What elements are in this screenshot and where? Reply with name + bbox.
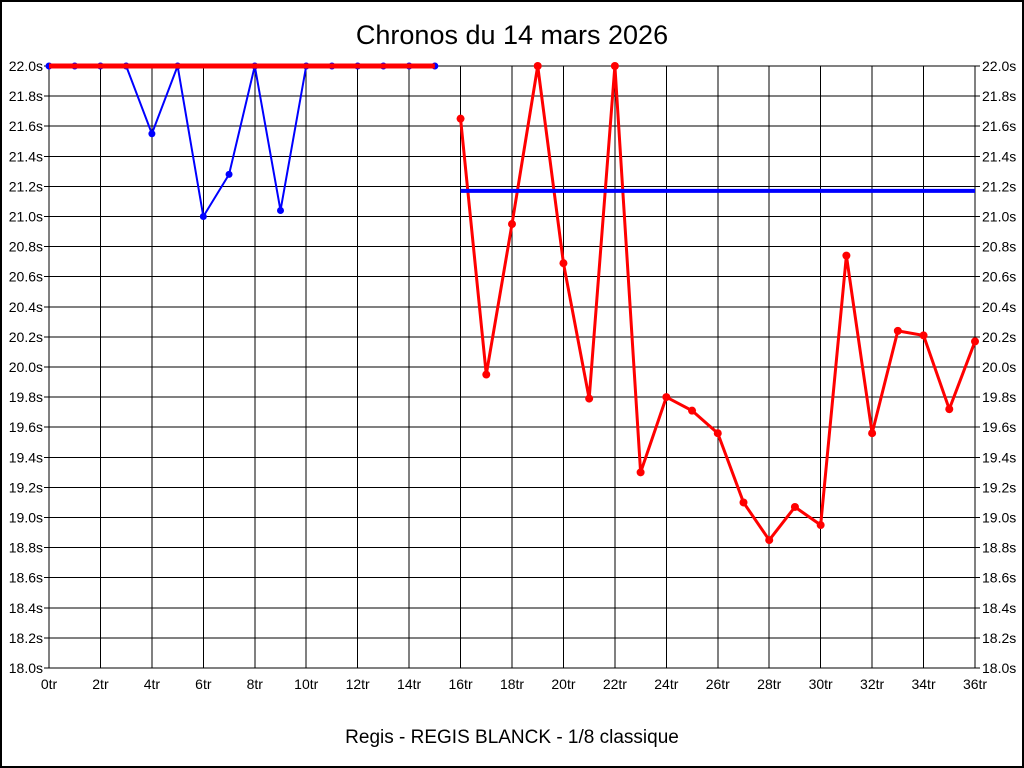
red-lap-times-point bbox=[456, 114, 465, 123]
x-tick-label: 20tr bbox=[551, 676, 575, 692]
red-lap-times bbox=[456, 62, 979, 545]
grid-lines bbox=[44, 65, 980, 669]
y-tick-label-left: 18.8s bbox=[9, 540, 43, 556]
red-lap-times-point bbox=[739, 498, 748, 507]
x-tick-label: 22tr bbox=[603, 676, 627, 692]
x-tick-label: 26tr bbox=[706, 676, 730, 692]
red-lap-times-point bbox=[790, 502, 799, 511]
y-tick-label-right: 21.8s bbox=[982, 88, 1016, 104]
y-tick-label-right: 21.0s bbox=[982, 209, 1016, 225]
x-tick-label: 4tr bbox=[144, 676, 161, 692]
y-tick-label-left: 19.8s bbox=[9, 389, 43, 405]
y-tick-label-left: 18.4s bbox=[9, 600, 43, 616]
blue-lap-times-line bbox=[48, 62, 436, 220]
y-tick-label-left: 20.0s bbox=[9, 359, 43, 375]
red-lap-times-point bbox=[765, 536, 774, 545]
y-tick-label-left: 20.4s bbox=[9, 299, 43, 315]
y-tick-label-right: 18.6s bbox=[982, 570, 1016, 586]
red-lap-times-point bbox=[842, 251, 851, 260]
y-tick-label-left: 18.2s bbox=[9, 630, 43, 646]
x-tick-label: 16tr bbox=[448, 676, 472, 692]
y-tick-label-left: 22.0s bbox=[9, 58, 43, 74]
red-lap-times-point bbox=[636, 468, 645, 477]
x-tick-label: 30tr bbox=[809, 676, 833, 692]
x-tick-label: 6tr bbox=[195, 676, 212, 692]
x-tick-label: 32tr bbox=[860, 676, 884, 692]
y-tick-label-left: 20.6s bbox=[9, 269, 43, 285]
red-lap-times-point bbox=[585, 394, 594, 403]
x-tick-label: 18tr bbox=[500, 676, 524, 692]
y-tick-label-left: 20.8s bbox=[9, 239, 43, 255]
chart-subtitle: Regis - REGIS BLANCK - 1/8 classique bbox=[345, 727, 679, 748]
y-tick-label-right: 20.4s bbox=[982, 299, 1016, 315]
y-tick-label-right: 22.0s bbox=[982, 58, 1016, 74]
red-lap-times-point bbox=[662, 393, 671, 402]
blue-lap-times-point bbox=[148, 130, 156, 138]
red-lap-times-point bbox=[816, 521, 825, 530]
y-tick-label-right: 18.0s bbox=[982, 660, 1016, 676]
y-tick-label-right: 20.6s bbox=[982, 269, 1016, 285]
x-tick-label: 8tr bbox=[247, 676, 264, 692]
red-lap-times-point bbox=[919, 331, 928, 340]
y-tick-label-right: 20.8s bbox=[982, 239, 1016, 255]
x-tick-label: 2tr bbox=[92, 676, 109, 692]
y-tick-label-right: 21.4s bbox=[982, 148, 1016, 164]
chart-title: Chronos du 14 mars 2026 bbox=[356, 20, 668, 50]
y-tick-label-right: 18.8s bbox=[982, 540, 1016, 556]
x-tick-label: 12tr bbox=[346, 676, 370, 692]
y-tick-label-right: 19.4s bbox=[982, 449, 1016, 465]
axis-tick-labels: 0tr 2tr 4tr 6tr 8tr 10tr 12tr 14tr 16tr 18tr 20tr 2… bbox=[9, 58, 1017, 692]
y-tick-label-left: 18.6s bbox=[9, 570, 43, 586]
y-tick-label-right: 19.8s bbox=[982, 389, 1016, 405]
y-tick-label-left: 20.2s bbox=[9, 329, 43, 345]
y-tick-label-right: 21.6s bbox=[982, 118, 1016, 134]
red-lap-times-point bbox=[713, 429, 722, 438]
x-tick-label: 14tr bbox=[397, 676, 421, 692]
y-tick-label-left: 21.6s bbox=[9, 118, 43, 134]
red-lap-times-point bbox=[893, 326, 902, 335]
red-lap-times-point bbox=[945, 405, 954, 414]
blue-lap-times-point bbox=[277, 206, 284, 214]
y-tick-label-right: 18.2s bbox=[982, 630, 1016, 646]
red-lap-times-point bbox=[482, 370, 491, 379]
y-tick-label-right: 19.6s bbox=[982, 419, 1016, 435]
red-lap-times-point bbox=[868, 429, 877, 438]
x-tick-label: 28tr bbox=[757, 676, 781, 692]
x-tick-label: 24tr bbox=[654, 676, 678, 692]
y-tick-label-left: 21.8s bbox=[9, 88, 43, 104]
blue-lap-times bbox=[45, 62, 439, 220]
y-tick-label-right: 20.2s bbox=[982, 329, 1016, 345]
y-tick-label-left: 19.2s bbox=[9, 479, 43, 495]
plot-area: 0tr 2tr 4tr 6tr 8tr 10tr 12tr 14tr 16tr 18tr 20tr 2… bbox=[9, 58, 1017, 692]
y-tick-label-right: 20.0s bbox=[982, 359, 1016, 375]
y-tick-label-left: 19.4s bbox=[9, 449, 43, 465]
y-tick-label-left: 21.2s bbox=[9, 178, 43, 194]
red-lap-times-point bbox=[610, 62, 619, 70]
y-tick-label-right: 18.4s bbox=[982, 600, 1016, 616]
x-tick-label: 10tr bbox=[294, 676, 318, 692]
y-tick-label-right: 21.2s bbox=[982, 178, 1016, 194]
y-tick-label-left: 21.0s bbox=[9, 209, 43, 225]
red-lap-times-point bbox=[559, 259, 568, 268]
y-tick-label-left: 21.4s bbox=[9, 148, 43, 164]
x-tick-label: 36tr bbox=[963, 676, 987, 692]
x-tick-label: 34tr bbox=[911, 676, 935, 692]
red-lap-times-point bbox=[688, 406, 697, 415]
x-tick-label: 0tr bbox=[41, 676, 58, 692]
red-lap-times-point bbox=[508, 220, 516, 229]
y-tick-label-left: 18.0s bbox=[9, 660, 43, 676]
blue-lap-times-point bbox=[225, 170, 233, 178]
red-lap-times-point bbox=[533, 62, 542, 70]
y-tick-label-left: 19.0s bbox=[9, 510, 43, 526]
y-tick-label-right: 19.0s bbox=[982, 510, 1016, 526]
y-tick-label-right: 19.2s bbox=[982, 479, 1016, 495]
blue-lap-times-point bbox=[199, 213, 207, 220]
y-tick-label-left: 19.6s bbox=[9, 419, 43, 435]
red-lap-times-point bbox=[971, 337, 979, 346]
